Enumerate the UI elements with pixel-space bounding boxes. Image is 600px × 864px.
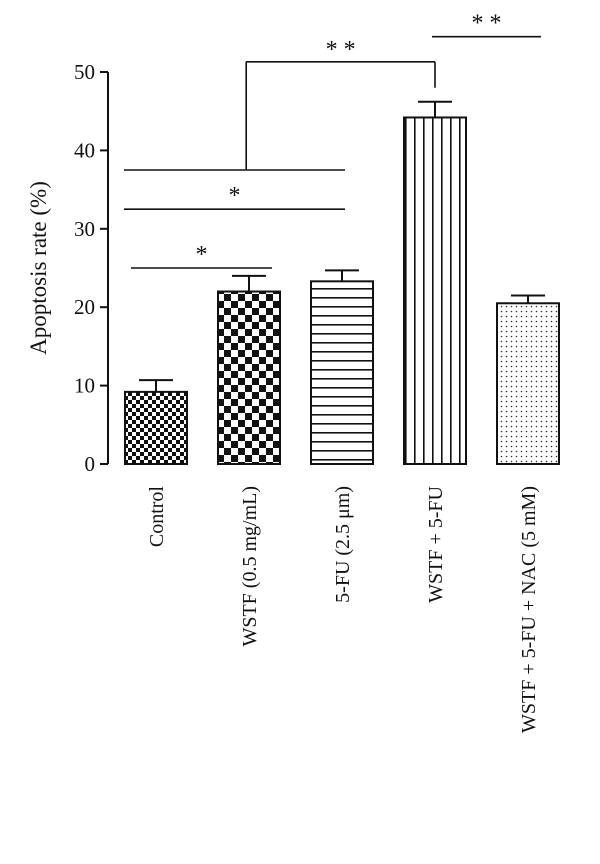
bar-4 bbox=[496, 302, 560, 465]
y-tick-label: 10 bbox=[74, 374, 95, 398]
x-tick-label-1: WSTF (0.5 mg/mL) bbox=[239, 486, 261, 647]
y-tick-label: 20 bbox=[74, 295, 95, 319]
significance-brackets: * * * * * * bbox=[124, 11, 541, 269]
y-axis: 0 10 20 30 40 50 bbox=[74, 60, 109, 476]
y-tick-label: 40 bbox=[74, 138, 95, 162]
bar-2 bbox=[310, 280, 374, 465]
y-axis-label: Apoptosis rate (%) bbox=[26, 181, 51, 355]
x-tick-label-4: WSTF + 5-FU + NAC (5 mM) bbox=[518, 486, 540, 733]
sig-label-3: * * bbox=[326, 37, 356, 63]
bars bbox=[124, 116, 560, 466]
y-tick-label: 50 bbox=[74, 60, 95, 84]
error-bars bbox=[139, 100, 545, 392]
bar-0 bbox=[124, 390, 188, 466]
y-tick-label: 0 bbox=[85, 452, 96, 476]
bar-3 bbox=[403, 116, 467, 466]
x-tick-label-3: WSTF + 5-FU bbox=[425, 485, 447, 602]
bar-1 bbox=[217, 290, 281, 465]
sig-label-1: * bbox=[229, 183, 241, 209]
sig-label-4: * * bbox=[472, 11, 502, 37]
x-tick-label-2: 5-FU (2.5 μm) bbox=[332, 486, 354, 603]
sig-label-0: * bbox=[196, 242, 208, 268]
y-tick-label: 30 bbox=[74, 217, 95, 241]
x-tick-label-0: Control bbox=[146, 486, 168, 548]
x-axis-labels: Control WSTF (0.5 mg/mL) 5-FU (2.5 μm) WSTF… bbox=[146, 485, 540, 733]
